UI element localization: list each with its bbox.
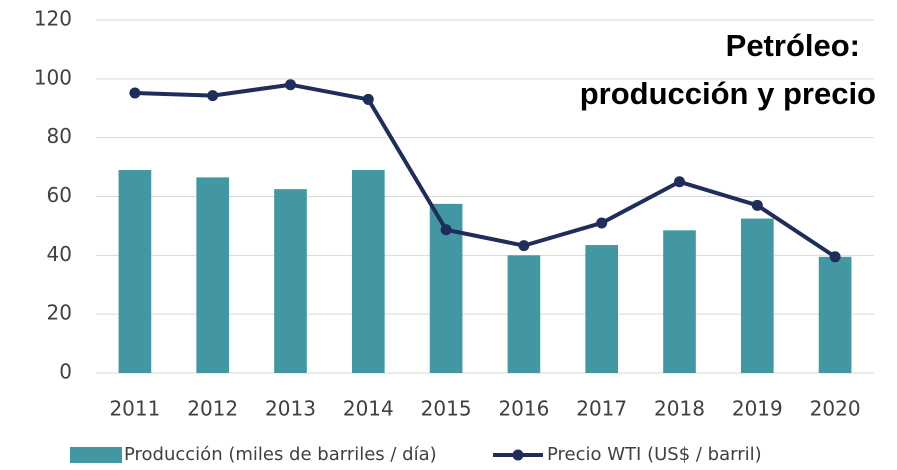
bar [118,170,152,373]
x-tick-label: 2017 [576,397,627,421]
bar [507,255,541,373]
x-tick-label: 2018 [654,397,705,421]
y-tick-label: 60 [47,183,72,207]
chart-title: producción y precio [580,76,876,111]
marker [829,251,841,263]
legend-swatch [512,449,524,461]
marker [751,199,763,211]
x-tick-label: 2020 [810,397,861,421]
y-tick-label: 0 [59,360,72,384]
x-tick-label: 2013 [265,397,316,421]
marker [285,79,296,91]
marker [596,217,608,229]
marker [207,90,219,102]
x-tick-label: 2016 [498,397,549,421]
plot: 0 20 40 60 80 100 120 2011 2012 2013 2014 2015 2016 2… [34,7,874,465]
x-tick-label: 2014 [343,397,394,421]
marker [674,176,685,188]
x-tick-label: 2019 [732,397,783,421]
bar [196,177,230,373]
marker [362,93,374,105]
marker [129,87,141,99]
x-tick-label: 2015 [421,397,472,421]
x-tick-label: 2012 [187,397,238,421]
marker [518,240,530,252]
bar [351,170,385,373]
bar [740,218,774,373]
bar [818,256,852,373]
y-tick-label: 80 [47,124,72,148]
chart-title: Petróleo: [726,28,860,63]
marker [440,224,452,236]
legend-swatch [70,447,122,463]
x-tick-label: 2011 [109,397,160,421]
legend-label: Precio WTI (US$ / barril) [547,444,762,465]
bar [663,230,696,373]
line [134,82,837,259]
bar [274,189,307,373]
y-tick-label: 20 [47,301,72,325]
y-tick-label: 40 [47,242,72,266]
y-tick-label: 120 [34,7,72,31]
legend-label: Producción (miles de barriles / día) [124,444,437,465]
y-tick-label: 100 [34,65,72,89]
bar [585,245,619,373]
